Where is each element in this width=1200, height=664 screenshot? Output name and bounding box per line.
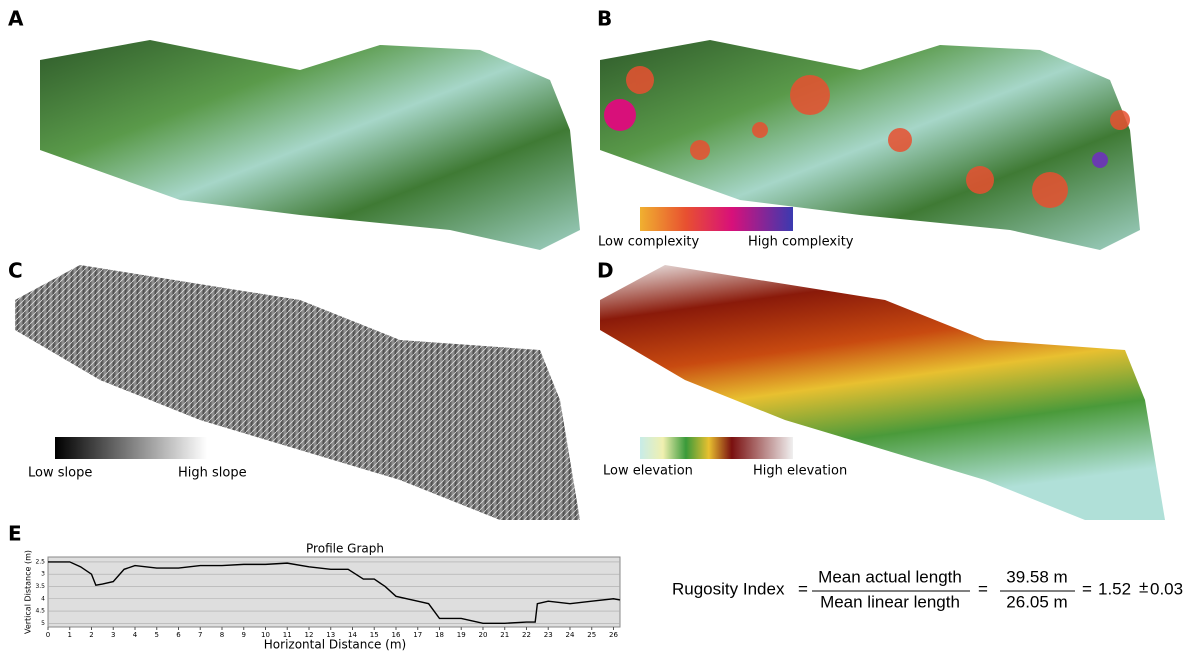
panel-a: A	[8, 7, 580, 250]
y-tick-label: 3.5	[35, 583, 45, 590]
legend-label: Low elevation	[603, 464, 693, 479]
x-axis-label: Horizontal Distance (m)	[264, 638, 406, 652]
x-tick-label: 26	[609, 631, 618, 639]
x-tick-label: 0	[46, 631, 50, 639]
result: 1.52	[1098, 579, 1131, 598]
y-tick-label: 4	[41, 595, 45, 602]
numerator: Mean actual length	[818, 567, 962, 586]
x-tick-label: 21	[500, 631, 509, 639]
y-tick-label: 2.5	[35, 558, 45, 565]
panel-d: D Low elevation High elevation	[597, 259, 1165, 520]
x-tick-label: 8	[220, 631, 224, 639]
formula-label: Rugosity Index	[672, 579, 785, 598]
y-tick-label: 5	[41, 620, 45, 627]
x-tick-label: 11	[283, 631, 292, 639]
x-tick-label: 25	[587, 631, 596, 639]
y-tick-label: 4.5	[35, 608, 45, 615]
x-tick-label: 20	[479, 631, 488, 639]
y-axis-label: Vertical Distance (m)	[24, 550, 33, 634]
panel-letter: A	[8, 7, 24, 31]
x-tick-label: 22	[522, 631, 531, 639]
x-tick-label: 18	[435, 631, 444, 639]
panel-letter: C	[8, 259, 23, 283]
panel-b: B Low complexity High complexity	[597, 7, 1140, 250]
plus-minus: ±	[1139, 577, 1148, 596]
x-tick-label: 10	[261, 631, 270, 639]
x-tick-label: 17	[413, 631, 422, 639]
x-tick-label: 3	[111, 631, 115, 639]
y-tick-label: 3	[41, 571, 45, 578]
x-tick-label: 16	[392, 631, 401, 639]
equals: =	[798, 579, 808, 598]
equals: =	[1082, 579, 1092, 598]
legend-label: Low slope	[28, 466, 92, 481]
x-tick-label: 6	[176, 631, 181, 639]
panel-e: E Profile Graph Horizontal Distance (m) …	[8, 522, 621, 652]
x-tick-label: 2	[89, 631, 93, 639]
x-tick-label: 7	[198, 631, 202, 639]
formula: Rugosity Index = Mean actual length Mean…	[672, 567, 1183, 611]
x-tick-label: 12	[305, 631, 314, 639]
x-tick-label: 15	[370, 631, 379, 639]
x-tick-label: 4	[133, 631, 138, 639]
x-tick-label: 9	[242, 631, 246, 639]
error: 0.03	[1150, 579, 1183, 598]
legend-label: High elevation	[753, 464, 847, 479]
x-tick-label: 24	[566, 631, 575, 639]
denominator: Mean linear length	[820, 592, 960, 611]
legend-label: Low complexity	[598, 235, 700, 250]
x-tick-label: 14	[348, 631, 357, 639]
x-tick-label: 19	[457, 631, 466, 639]
equals: =	[978, 579, 988, 598]
legend-label: High complexity	[748, 235, 854, 250]
x-tick-label: 1	[68, 631, 72, 639]
numerator: 39.58 m	[1006, 567, 1067, 586]
plot-area	[47, 556, 621, 628]
x-tick-label: 5	[155, 631, 159, 639]
x-tick-label: 23	[544, 631, 553, 639]
chart-title: Profile Graph	[306, 542, 384, 556]
legend-label: High slope	[178, 466, 247, 481]
profile-line	[48, 561, 621, 625]
denominator: 26.05 m	[1006, 592, 1067, 611]
panel-letter: E	[8, 522, 22, 546]
panel-letter: B	[597, 7, 612, 31]
x-tick-label: 13	[326, 631, 335, 639]
panel-letter: D	[597, 259, 614, 283]
panel-c: C Low slope High slope	[8, 259, 580, 520]
